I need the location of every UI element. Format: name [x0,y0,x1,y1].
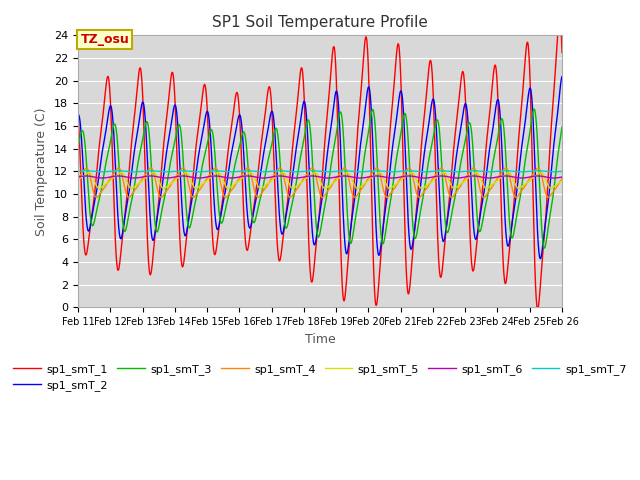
sp1_smT_1 [74,108,82,114]
sp1_smT_6 [550,175,558,181]
sp1_smT_7 [501,168,509,174]
sp1_smT_3 [74,144,82,150]
sp1_smT_5 [236,177,244,182]
sp1_smT_7 [395,168,403,174]
sp1_smT_4 [501,165,509,171]
Line: sp1_smT_6: sp1_smT_6 [78,176,562,178]
Y-axis label: Soil Temperature (C): Soil Temperature (C) [35,107,49,236]
sp1_smT_7 [182,168,190,174]
sp1_smT_4 [170,177,178,182]
sp1_smT_2 [170,105,178,110]
sp1_smT_5 [182,169,189,175]
sp1_smT_5 [74,178,82,183]
sp1_smT_7 [82,168,90,174]
sp1_smT_6 [170,174,178,180]
sp1_smT_5 [459,180,467,186]
sp1_smT_7 [236,168,244,174]
sp1_smT_2 [236,112,244,118]
Line: sp1_smT_2: sp1_smT_2 [78,77,562,259]
sp1_smT_6 [82,173,90,179]
Line: sp1_smT_1: sp1_smT_1 [78,17,562,309]
sp1_smT_4 [182,169,189,175]
sp1_smT_2 [182,233,189,239]
sp1_smT_6 [236,174,244,180]
sp1_smT_5 [558,178,566,183]
Line: sp1_smT_4: sp1_smT_4 [78,168,562,197]
sp1_smT_3 [531,106,538,112]
sp1_smT_6 [74,174,82,180]
sp1_smT_4 [395,178,403,184]
sp1_smT_6 [182,173,190,179]
Line: sp1_smT_3: sp1_smT_3 [78,109,562,248]
sp1_smT_6 [395,174,403,180]
sp1_smT_7 [550,169,558,175]
sp1_smT_3 [170,144,178,149]
sp1_smT_4 [236,174,244,180]
sp1_smT_2 [558,74,566,80]
Title: SP1 Soil Temperature Profile: SP1 Soil Temperature Profile [212,15,428,30]
sp1_smT_7 [74,168,82,174]
sp1_smT_1 [182,243,189,249]
Legend: sp1_smT_1, sp1_smT_2, sp1_smT_3, sp1_smT_4, sp1_smT_5, sp1_smT_6, sp1_smT_7: sp1_smT_1, sp1_smT_2, sp1_smT_3, sp1_smT… [9,359,631,396]
sp1_smT_3 [458,155,466,160]
sp1_smT_3 [395,144,403,149]
Line: sp1_smT_7: sp1_smT_7 [78,171,562,172]
sp1_smT_5 [192,185,200,191]
sp1_smT_3 [558,124,566,130]
sp1_smT_1 [236,116,244,122]
sp1_smT_5 [501,171,509,177]
sp1_smT_7 [170,168,178,174]
sp1_smT_2 [500,206,508,212]
sp1_smT_1 [458,72,466,77]
sp1_smT_1 [500,277,508,283]
X-axis label: Time: Time [305,333,335,346]
Line: sp1_smT_5: sp1_smT_5 [78,172,562,188]
sp1_smT_5 [395,179,403,185]
sp1_smT_3 [540,245,548,251]
sp1_smT_5 [440,169,448,175]
sp1_smT_6 [558,174,566,180]
sp1_smT_6 [458,175,466,180]
sp1_smT_4 [558,175,566,181]
sp1_smT_4 [74,175,82,181]
sp1_smT_2 [458,120,466,125]
sp1_smT_2 [74,112,82,118]
sp1_smT_7 [458,168,466,174]
sp1_smT_1 [556,14,563,20]
sp1_smT_3 [182,197,189,203]
sp1_smT_1 [170,78,178,84]
sp1_smT_1 [558,49,566,55]
sp1_smT_6 [501,173,509,179]
sp1_smT_3 [236,142,244,148]
sp1_smT_4 [459,180,467,186]
sp1_smT_5 [170,179,178,184]
sp1_smT_1 [395,41,403,47]
sp1_smT_2 [536,256,544,262]
sp1_smT_3 [500,133,508,139]
sp1_smT_4 [189,194,197,200]
sp1_smT_1 [534,306,541,312]
sp1_smT_7 [558,168,566,174]
Text: TZ_osu: TZ_osu [81,33,129,46]
sp1_smT_2 [395,99,403,105]
sp1_smT_4 [437,165,445,171]
